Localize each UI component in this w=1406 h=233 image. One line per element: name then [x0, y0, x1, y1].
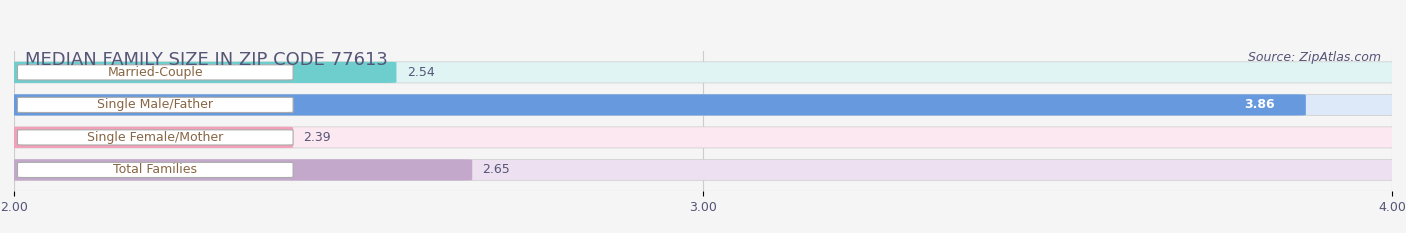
- FancyBboxPatch shape: [17, 97, 292, 113]
- Text: Single Female/Mother: Single Female/Mother: [87, 131, 224, 144]
- Text: 2.54: 2.54: [406, 66, 434, 79]
- FancyBboxPatch shape: [4, 94, 1306, 116]
- Text: Single Male/Father: Single Male/Father: [97, 98, 214, 111]
- Text: 2.65: 2.65: [482, 163, 510, 176]
- Text: Source: ZipAtlas.com: Source: ZipAtlas.com: [1249, 51, 1381, 64]
- Text: 2.39: 2.39: [304, 131, 330, 144]
- FancyBboxPatch shape: [4, 159, 472, 181]
- FancyBboxPatch shape: [17, 130, 292, 145]
- FancyBboxPatch shape: [4, 127, 292, 148]
- FancyBboxPatch shape: [4, 62, 396, 83]
- FancyBboxPatch shape: [4, 159, 1402, 181]
- Text: Married-Couple: Married-Couple: [107, 66, 202, 79]
- FancyBboxPatch shape: [17, 65, 292, 80]
- FancyBboxPatch shape: [4, 127, 1402, 148]
- Text: 3.86: 3.86: [1244, 98, 1275, 111]
- Text: Total Families: Total Families: [114, 163, 197, 176]
- FancyBboxPatch shape: [4, 94, 1402, 116]
- FancyBboxPatch shape: [17, 162, 292, 178]
- Text: MEDIAN FAMILY SIZE IN ZIP CODE 77613: MEDIAN FAMILY SIZE IN ZIP CODE 77613: [25, 51, 388, 69]
- FancyBboxPatch shape: [4, 62, 1402, 83]
